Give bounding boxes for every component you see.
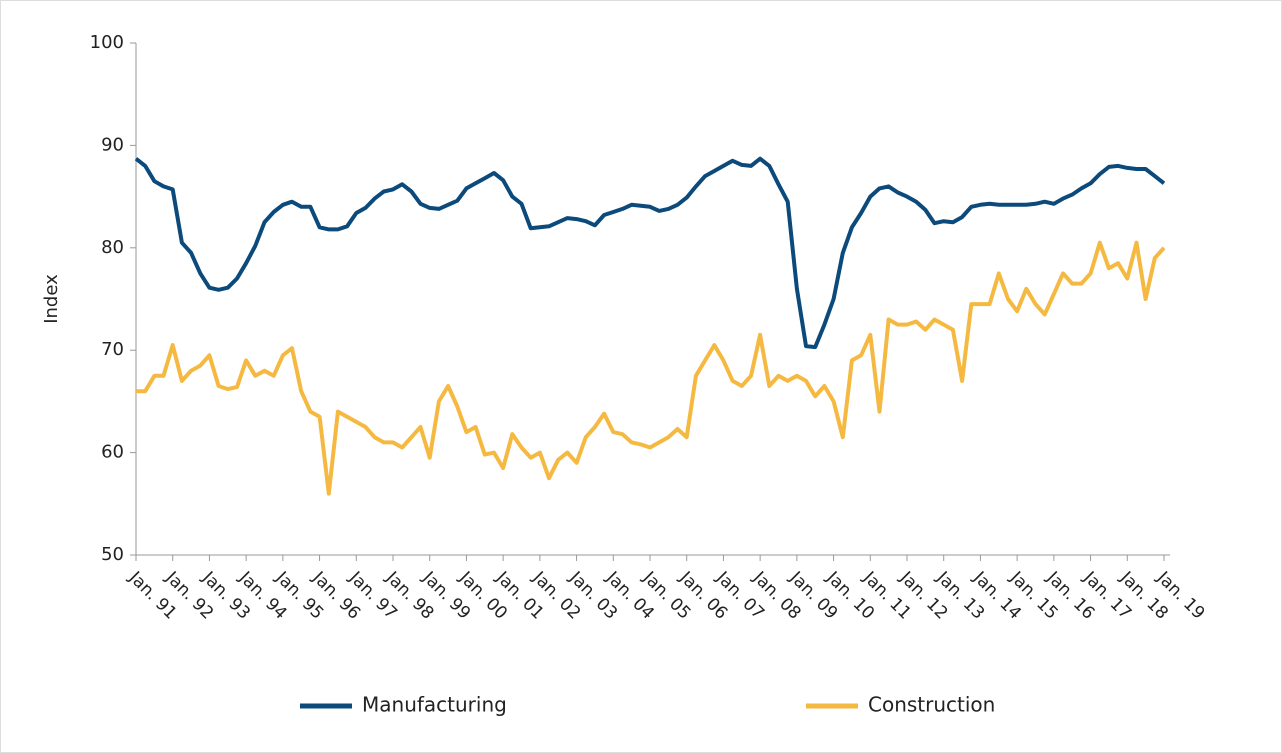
- y-tick-label: 100: [90, 32, 124, 53]
- series-line: [134, 156, 1166, 350]
- y-tick-label: 70: [101, 339, 124, 360]
- y-tick-label: 90: [101, 134, 124, 155]
- series-line: [136, 240, 1166, 496]
- y-tick-label: 50: [101, 544, 124, 565]
- legend-label: Manufacturing: [362, 693, 507, 717]
- legend-label: Construction: [868, 693, 995, 717]
- y-tick-label: 60: [101, 442, 124, 463]
- y-axis-label: Index: [41, 274, 62, 324]
- y-tick-label: 80: [101, 237, 124, 258]
